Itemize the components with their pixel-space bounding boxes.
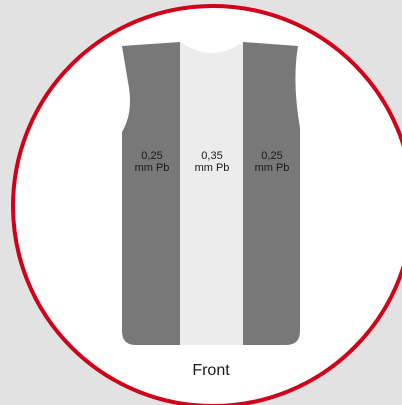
panel-unit: mm Pb [195,162,230,174]
caption: Front [192,362,230,379]
panel-unit: mm Pb [255,162,290,174]
panel-unit: mm Pb [135,162,170,174]
diagram: 0,25mm Pb0,35mm Pb0,25mm Pb Front [0,0,402,405]
page: 0,25mm Pb0,35mm Pb0,25mm Pb Front (() =>… [0,0,402,405]
center-panel [180,42,243,345]
panel-thickness: 0,25 [261,150,282,162]
panel-thickness: 0,35 [201,150,222,162]
right-panel [243,42,300,345]
panel-thickness: 0,25 [141,150,162,162]
left-panel [122,42,180,345]
